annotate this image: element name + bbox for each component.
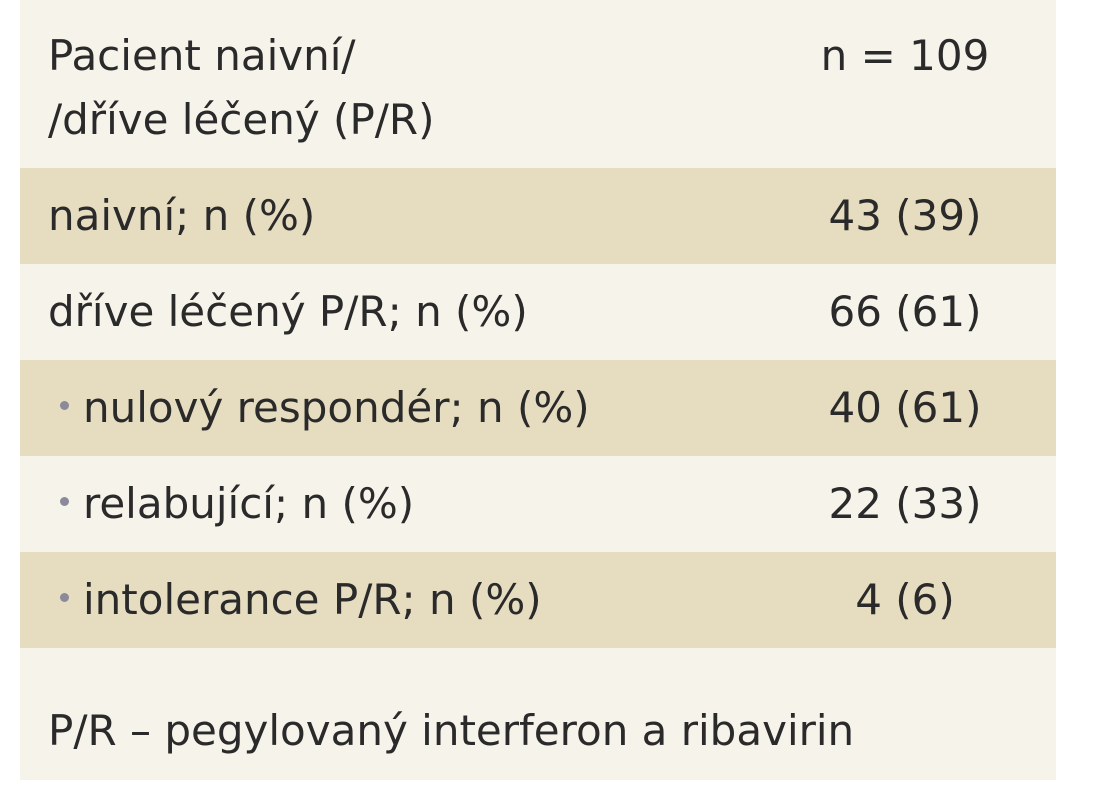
row-value: 40 (61) [828, 383, 982, 432]
bullet-icon [60, 593, 69, 602]
table-row: relabující; n (%) 22 (33) [20, 456, 1056, 552]
row-value: 66 (61) [828, 287, 982, 336]
row-label: intolerance P/R; n (%) [83, 575, 542, 624]
table-row: nulový respondér; n (%) 40 (61) [20, 360, 1056, 456]
table-row: naivní; n (%) 43 (39) [20, 168, 1056, 264]
row-label-wrapper: intolerance P/R; n (%) [60, 569, 542, 631]
row-label: naivní; n (%) [48, 191, 316, 240]
row-value: 4 (6) [855, 575, 955, 624]
row-label-wrapper: nulový respondér; n (%) [60, 377, 590, 439]
row-label-wrapper: relabující; n (%) [60, 473, 414, 535]
bullet-icon [60, 401, 69, 410]
row-value: 43 (39) [828, 191, 982, 240]
row-value: 22 (33) [828, 479, 982, 528]
table-header-row: Pacient naivní/ /dříve léčený (P/R) n = … [20, 24, 1056, 164]
row-label: dříve léčený P/R; n (%) [48, 287, 528, 336]
data-table: Pacient naivní/ /dříve léčený (P/R) n = … [20, 0, 1056, 780]
header-value: n = 109 [820, 31, 990, 80]
bullet-icon [60, 497, 69, 506]
row-label: nulový respondér; n (%) [83, 383, 590, 432]
table-footnote: P/R – pegylovaný interferon a ribavirin [48, 706, 855, 755]
header-label-line2: /dříve léčený (P/R) [48, 95, 435, 144]
header-label-line1: Pacient naivní/ [48, 31, 356, 80]
table-row: intolerance P/R; n (%) 4 (6) [20, 552, 1056, 648]
table-row: dříve léčený P/R; n (%) 66 (61) [20, 264, 1056, 360]
row-label: relabující; n (%) [83, 479, 415, 528]
